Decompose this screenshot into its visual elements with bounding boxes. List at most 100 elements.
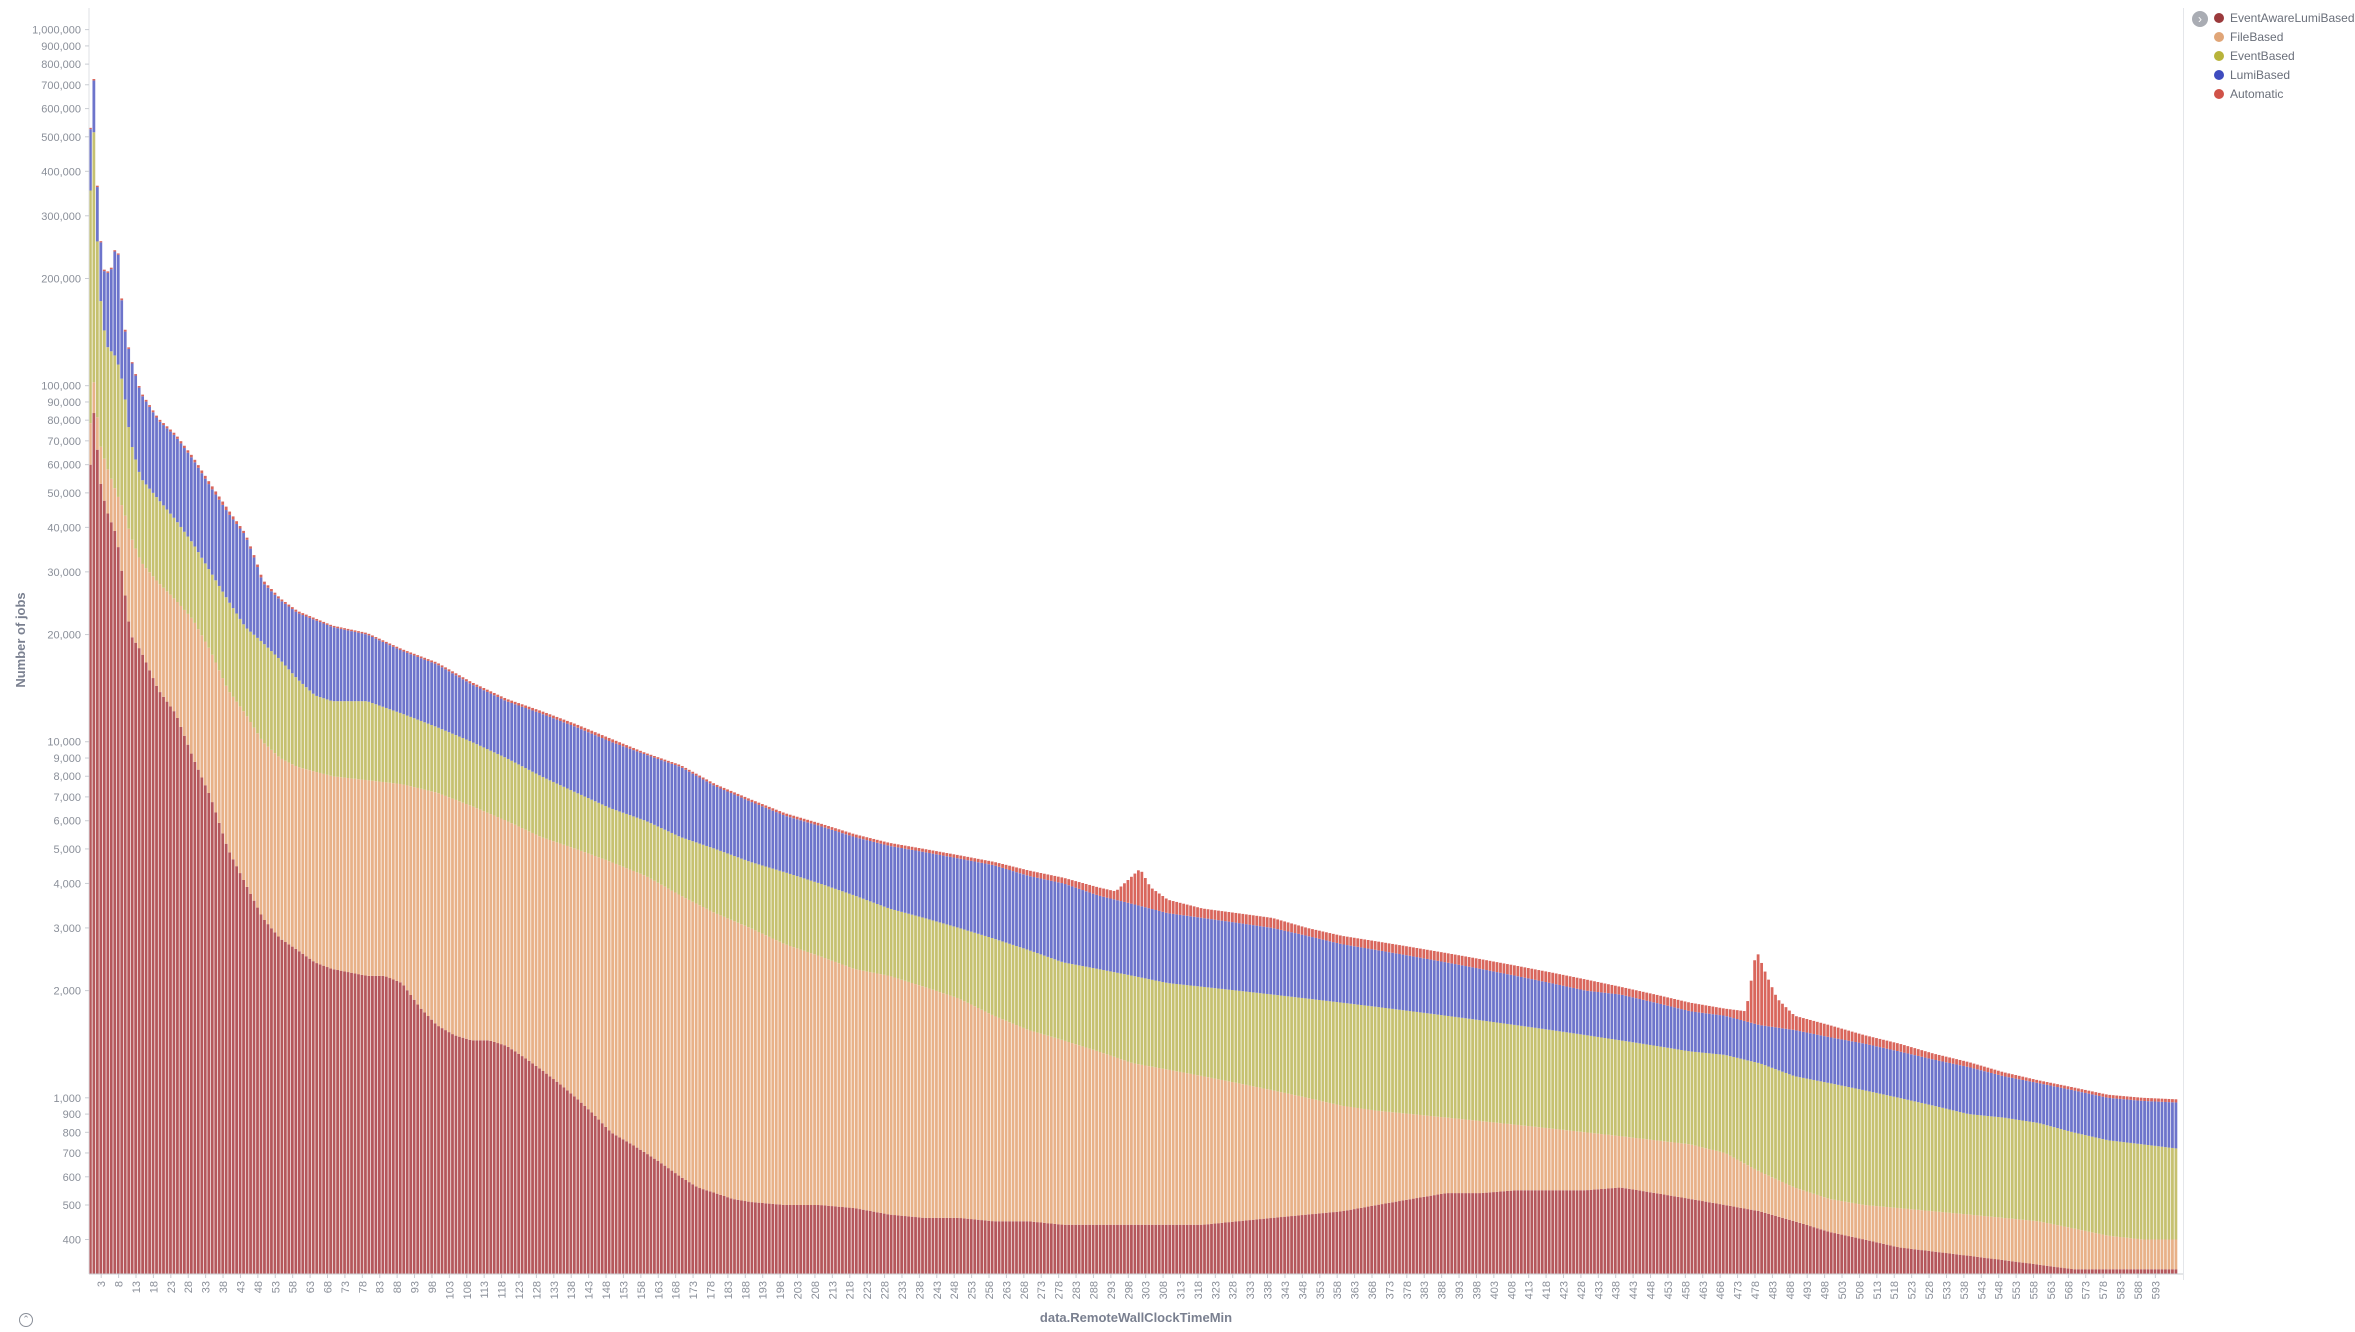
bar-segment-lumibased[interactable]	[2136, 1100, 2139, 1144]
bar-segment-filebased[interactable]	[127, 528, 131, 622]
bar-segment-filebased[interactable]	[1150, 1066, 1154, 1225]
bar-segment-eventbased[interactable]	[538, 775, 541, 837]
bar-segment-eventawarelumibased[interactable]	[1620, 1187, 1624, 1274]
bar-segment-eventawarelumibased[interactable]	[1909, 1248, 1913, 1274]
bar-segment-lumibased[interactable]	[1074, 887, 1078, 965]
bar-segment-lumibased[interactable]	[1676, 1008, 1680, 1050]
bar-segment-filebased[interactable]	[1899, 1208, 1903, 1248]
bar-segment-filebased[interactable]	[959, 999, 963, 1219]
bar-segment-lumibased[interactable]	[691, 773, 695, 842]
bar-segment-filebased[interactable]	[1206, 1077, 1210, 1225]
bar-segment-eventawarelumibased[interactable]	[1732, 1206, 1736, 1274]
bar-segment-eventbased[interactable]	[123, 399, 127, 516]
bar-segment-filebased[interactable]	[1690, 1144, 1694, 1200]
bar-segment-filebased[interactable]	[1074, 1044, 1078, 1225]
bar-segment-automatic[interactable]	[983, 860, 987, 864]
bar-segment-lumibased[interactable]	[1701, 1012, 1704, 1053]
bar-segment-lumibased[interactable]	[451, 673, 454, 734]
bar-segment-eventbased[interactable]	[653, 824, 656, 881]
bar-segment-eventbased[interactable]	[2146, 1145, 2150, 1240]
bar-segment-automatic[interactable]	[813, 821, 816, 825]
bar-segment-automatic[interactable]	[632, 747, 635, 751]
bar-segment-automatic[interactable]	[621, 743, 625, 747]
bar-segment-lumibased[interactable]	[1499, 972, 1502, 1023]
bar-segment-lumibased[interactable]	[1666, 1005, 1669, 1048]
bar-segment-eventbased[interactable]	[1589, 1035, 1593, 1133]
bar-segment-eventawarelumibased[interactable]	[1854, 1237, 1857, 1274]
bar-segment-eventbased[interactable]	[733, 856, 736, 922]
bar-segment-automatic[interactable]	[1777, 1000, 1781, 1028]
bar-segment-lumibased[interactable]	[781, 814, 785, 872]
bar-segment-lumibased[interactable]	[1269, 927, 1273, 995]
bar-segment-lumibased[interactable]	[1742, 1020, 1746, 1060]
bar-segment-eventawarelumibased[interactable]	[1335, 1211, 1339, 1274]
bar-segment-eventawarelumibased[interactable]	[1359, 1207, 1363, 1274]
bar-segment-lumibased[interactable]	[165, 428, 169, 510]
bar-segment-filebased[interactable]	[2167, 1239, 2171, 1270]
bar-segment-automatic[interactable]	[1847, 1030, 1851, 1041]
bar-segment-lumibased[interactable]	[416, 656, 420, 720]
bar-segment-eventbased[interactable]	[2017, 1119, 2021, 1220]
bar-segment-filebased[interactable]	[1022, 1027, 1025, 1222]
bar-segment-lumibased[interactable]	[200, 473, 204, 558]
bar-segment-eventawarelumibased[interactable]	[1540, 1190, 1544, 1274]
bar-segment-eventawarelumibased[interactable]	[162, 696, 165, 1274]
bar-segment-lumibased[interactable]	[1391, 952, 1394, 1009]
bar-segment-automatic[interactable]	[948, 853, 952, 857]
bar-segment-filebased[interactable]	[976, 1008, 980, 1220]
bar-segment-automatic[interactable]	[687, 769, 691, 772]
bar-segment-automatic[interactable]	[1279, 920, 1283, 930]
bar-segment-lumibased[interactable]	[1478, 968, 1481, 1021]
bar-segment-eventbased[interactable]	[701, 844, 705, 907]
bar-segment-eventawarelumibased[interactable]	[1972, 1256, 1976, 1274]
bar-segment-automatic[interactable]	[889, 843, 893, 847]
bar-segment-automatic[interactable]	[89, 127, 92, 130]
bar-segment-lumibased[interactable]	[771, 810, 775, 869]
bar-segment-eventawarelumibased[interactable]	[263, 920, 266, 1274]
bar-segment-lumibased[interactable]	[1906, 1053, 1910, 1100]
bar-segment-filebased[interactable]	[447, 797, 451, 1033]
bar-segment-eventawarelumibased[interactable]	[1029, 1221, 1032, 1274]
bar-segment-eventawarelumibased[interactable]	[1056, 1224, 1060, 1274]
bar-segment-filebased[interactable]	[308, 770, 312, 959]
bar-segment-filebased[interactable]	[1011, 1023, 1015, 1222]
bar-segment-lumibased[interactable]	[1262, 926, 1266, 994]
bar-segment-lumibased[interactable]	[802, 821, 806, 879]
bar-segment-lumibased[interactable]	[562, 722, 566, 787]
bar-segment-eventbased[interactable]	[698, 843, 702, 906]
bar-segment-lumibased[interactable]	[1753, 1023, 1757, 1063]
bar-segment-automatic[interactable]	[273, 592, 277, 595]
bar-segment-eventbased[interactable]	[214, 580, 218, 663]
bar-segment-lumibased[interactable]	[600, 738, 604, 805]
bar-segment-eventbased[interactable]	[771, 868, 775, 939]
bar-segment-eventbased[interactable]	[1996, 1117, 2000, 1218]
bar-segment-eventawarelumibased[interactable]	[1488, 1192, 1492, 1274]
bar-segment-eventawarelumibased[interactable]	[245, 886, 249, 1274]
bar-segment-filebased[interactable]	[900, 979, 904, 1216]
bar-segment-lumibased[interactable]	[2171, 1102, 2174, 1148]
bar-segment-automatic[interactable]	[1603, 983, 1607, 993]
bar-segment-lumibased[interactable]	[1189, 916, 1192, 986]
bar-segment-filebased[interactable]	[1018, 1026, 1022, 1222]
bar-segment-eventawarelumibased[interactable]	[482, 1040, 486, 1274]
bar-segment-eventawarelumibased[interactable]	[1923, 1250, 1927, 1274]
bar-segment-lumibased[interactable]	[708, 783, 712, 848]
bar-segment-eventbased[interactable]	[1436, 1014, 1440, 1117]
bar-segment-lumibased[interactable]	[2122, 1099, 2126, 1143]
bar-segment-eventbased[interactable]	[371, 703, 374, 781]
bar-segment-eventbased[interactable]	[1199, 986, 1203, 1076]
bar-segment-eventbased[interactable]	[419, 720, 423, 789]
bar-segment-automatic[interactable]	[865, 837, 869, 841]
bar-segment-filebased[interactable]	[555, 842, 559, 1082]
bar-segment-eventbased[interactable]	[1857, 1089, 1861, 1205]
bar-segment-eventbased[interactable]	[294, 677, 298, 766]
bar-segment-eventbased[interactable]	[684, 838, 688, 899]
bar-segment-filebased[interactable]	[872, 972, 876, 1212]
bar-segment-filebased[interactable]	[1380, 1111, 1384, 1205]
bar-segment-eventbased[interactable]	[1502, 1023, 1506, 1124]
bar-segment-lumibased[interactable]	[1210, 919, 1213, 988]
bar-segment-filebased[interactable]	[907, 981, 910, 1217]
bar-segment-lumibased[interactable]	[367, 635, 371, 702]
bar-segment-eventbased[interactable]	[1516, 1025, 1520, 1125]
bar-segment-automatic[interactable]	[214, 491, 218, 495]
